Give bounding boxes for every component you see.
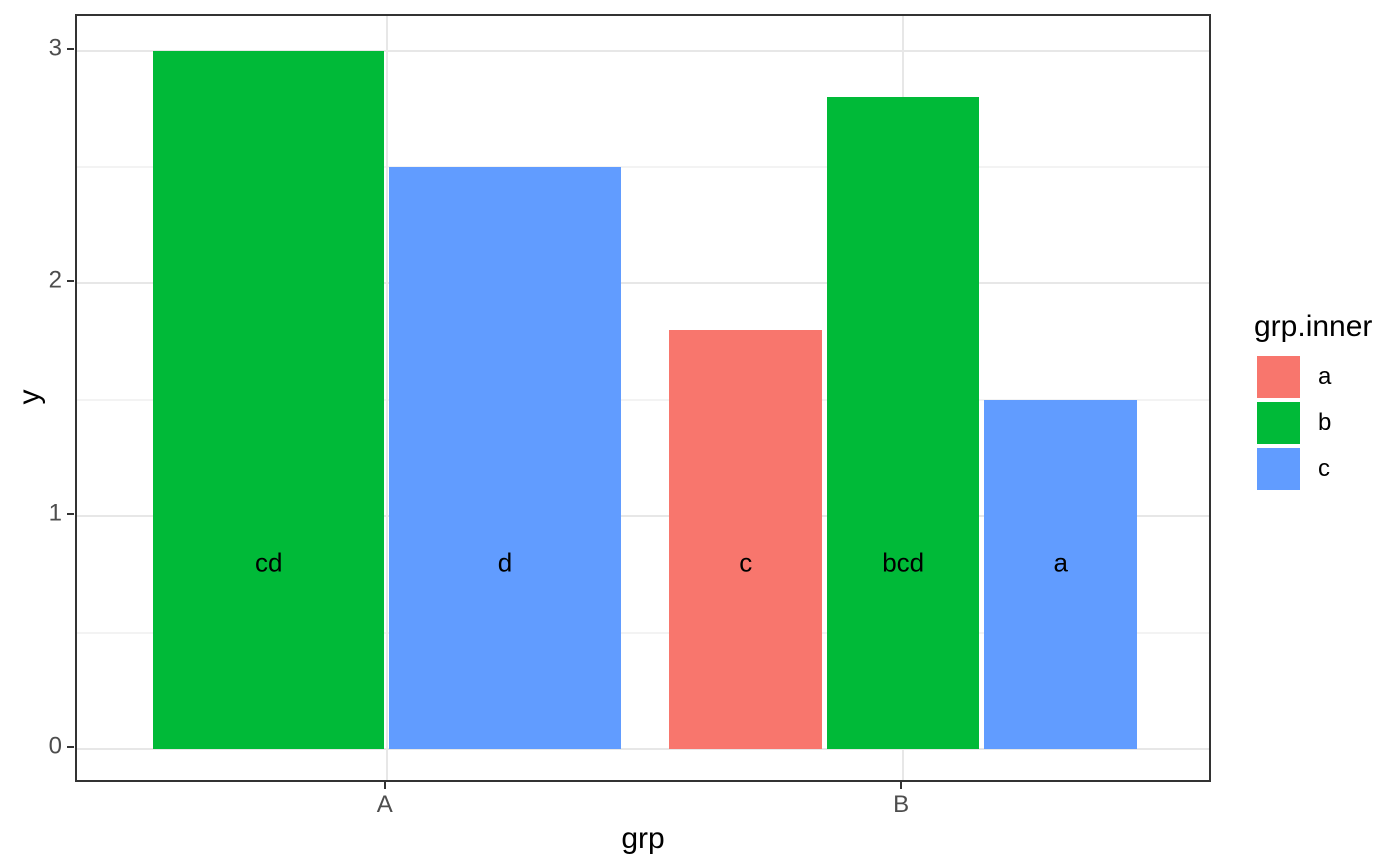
legend-swatch-a [1257,356,1300,398]
legend-swatch-b [1257,402,1300,444]
legend-title: grp.inner [1254,310,1373,343]
gridline-major-y-0 [77,748,1209,751]
bar-label-A-b: cd [254,547,283,578]
bar-label-B-b: bcd [882,547,925,578]
plot-panel: cd d c bcd a [75,14,1211,782]
bar-label-A-c: d [497,547,513,578]
y-axis-tick-2 [67,280,74,283]
y-axis-title: y [13,389,46,405]
legend-label-c: c [1318,455,1330,482]
legend-key-b: b [1257,402,1400,444]
y-axis-tick-1 [67,513,74,516]
gridline-minor-y-0.5 [77,631,1209,634]
x-axis-tick-B [900,782,903,789]
gridline-major-y-2 [77,282,1209,285]
legend-key-a: a [1257,356,1400,398]
bar-B-b [826,97,980,750]
x-tick-label-A: A [376,791,393,818]
gridline-major-y-1 [77,515,1209,518]
bar-A-c [389,166,621,750]
y-tick-label-3: 3 [48,33,62,61]
y-tick-label-1: 1 [48,499,62,527]
x-tick-label-B: B [893,791,910,818]
gridline-minor-y-2.5 [77,165,1209,168]
gridline-minor-y-1.5 [77,398,1209,401]
legend-swatch-c [1257,448,1300,490]
bar-B-c [984,399,1137,750]
bar-label-B-a: c [739,547,753,578]
gridline-major-x-A [385,16,388,780]
y-tick-label-2: 2 [48,266,62,294]
bar-label-B-c: a [1053,547,1068,578]
gridline-major-y-3 [77,49,1209,52]
bar-A-b [153,50,385,750]
bars-layer: cd d c bcd a [77,16,1209,780]
y-axis-tick-3 [67,47,74,50]
legend-label-a: a [1318,363,1332,390]
x-axis-tick-A [383,782,386,789]
y-tick-label-0: 0 [48,732,62,760]
legend-label-b: b [1318,409,1332,436]
x-axis-title: grp [621,822,665,855]
y-axis-tick-0 [67,746,74,749]
legend-key-c: c [1257,448,1400,490]
bar-B-a [669,330,822,750]
